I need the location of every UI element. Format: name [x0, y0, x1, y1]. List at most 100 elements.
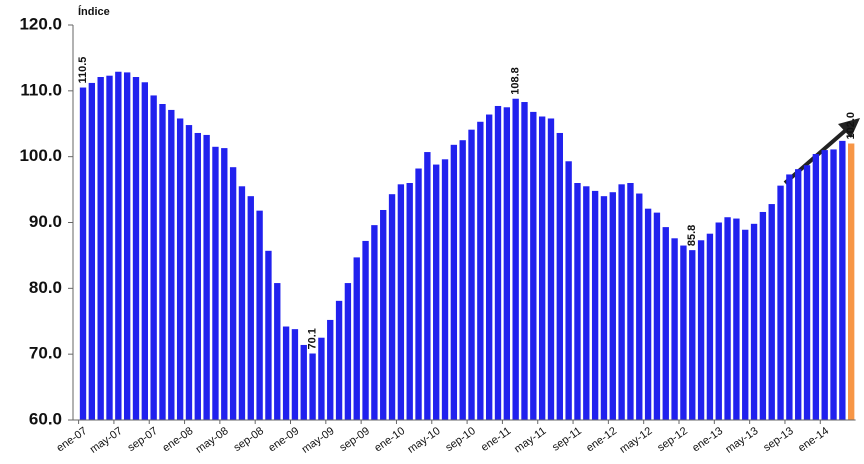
arrow-head — [838, 118, 860, 138]
bar — [706, 233, 714, 420]
bar — [830, 149, 837, 421]
bar — [309, 353, 316, 420]
bar — [662, 227, 669, 420]
bar — [759, 211, 767, 420]
x-tick-label: ene-13 — [690, 425, 725, 454]
bar — [344, 283, 352, 420]
bar — [583, 186, 590, 420]
bar — [106, 75, 113, 421]
bar — [795, 169, 802, 420]
bar — [521, 102, 528, 421]
bar — [229, 167, 237, 420]
bar — [441, 159, 449, 421]
bar — [300, 344, 307, 420]
bar — [282, 326, 290, 420]
y-axis-label: Índice — [78, 5, 110, 18]
bar — [644, 208, 652, 420]
x-tick-label: sep-08 — [232, 425, 266, 454]
y-tick-label: 110.0 — [20, 80, 62, 99]
bar — [812, 154, 820, 421]
x-tick-label: sep-12 — [655, 425, 689, 454]
bar — [79, 87, 87, 421]
bar — [636, 193, 643, 420]
bar — [839, 140, 846, 420]
x-tick-label: may-10 — [406, 425, 443, 456]
x-tick-label: may-09 — [300, 425, 337, 456]
bar — [353, 257, 360, 420]
bar — [627, 183, 634, 420]
data-label: 70.1 — [306, 328, 318, 349]
bar — [247, 196, 254, 420]
bar — [168, 109, 175, 421]
bar — [115, 71, 122, 420]
bar — [150, 95, 157, 421]
bar — [512, 98, 519, 420]
bar — [697, 240, 705, 420]
bar — [591, 190, 599, 420]
bar — [159, 104, 166, 420]
bar — [821, 150, 828, 421]
bar — [318, 337, 325, 420]
x-tick-label: may-12 — [618, 425, 655, 456]
bar — [574, 183, 581, 420]
bar — [848, 143, 855, 420]
x-tick-label: sep-11 — [550, 425, 584, 454]
bar — [388, 194, 396, 420]
x-tick-label: sep-10 — [443, 425, 477, 454]
bar — [406, 183, 413, 420]
y-tick-label: 80.0 — [29, 278, 62, 297]
bar — [97, 77, 104, 420]
x-tick-label: ene-07 — [54, 425, 89, 454]
x-tick-label: ene-12 — [584, 425, 619, 454]
bar — [185, 125, 193, 421]
bar — [803, 165, 811, 420]
bar — [768, 204, 775, 420]
bar — [477, 121, 484, 421]
x-tick-label: ene-11 — [479, 425, 513, 454]
bar — [750, 223, 758, 420]
bar — [132, 77, 140, 420]
bar — [291, 329, 299, 420]
bar — [265, 250, 272, 420]
bar — [123, 72, 131, 421]
x-tick-label: ene-14 — [796, 425, 831, 454]
x-tick-label: sep-07 — [126, 425, 160, 454]
bar — [786, 174, 793, 420]
bar — [335, 300, 343, 420]
bar — [380, 209, 387, 420]
x-tick-label: sep-09 — [338, 425, 372, 454]
bar — [459, 140, 466, 421]
data-label: 102.0 — [845, 112, 857, 140]
bar — [733, 218, 740, 420]
bar — [503, 107, 511, 421]
bar — [238, 186, 246, 420]
y-tick-label: 100.0 — [19, 146, 62, 165]
bar — [547, 118, 555, 420]
bar — [397, 184, 405, 420]
bar — [362, 240, 369, 420]
bar — [538, 116, 546, 420]
bar — [194, 132, 201, 420]
bar — [433, 164, 440, 420]
bar — [274, 283, 281, 420]
bar — [88, 82, 96, 420]
bar — [609, 192, 616, 420]
bar — [715, 222, 722, 420]
x-tick-label: ene-10 — [372, 425, 407, 454]
bar — [565, 161, 572, 420]
bar — [468, 129, 475, 421]
bar — [485, 114, 493, 421]
bar — [689, 250, 696, 420]
y-tick-label: 60.0 — [29, 409, 62, 428]
y-tick-label: 120.0 — [19, 14, 62, 33]
y-tick-label: 70.0 — [29, 344, 62, 363]
data-label: 108.8 — [510, 67, 522, 95]
data-label: 110.5 — [77, 57, 89, 84]
bar — [653, 212, 661, 420]
bar — [777, 185, 784, 420]
x-tick-label: ene-08 — [160, 425, 195, 454]
bar — [371, 225, 378, 420]
bar — [530, 111, 537, 421]
bar — [424, 152, 431, 420]
